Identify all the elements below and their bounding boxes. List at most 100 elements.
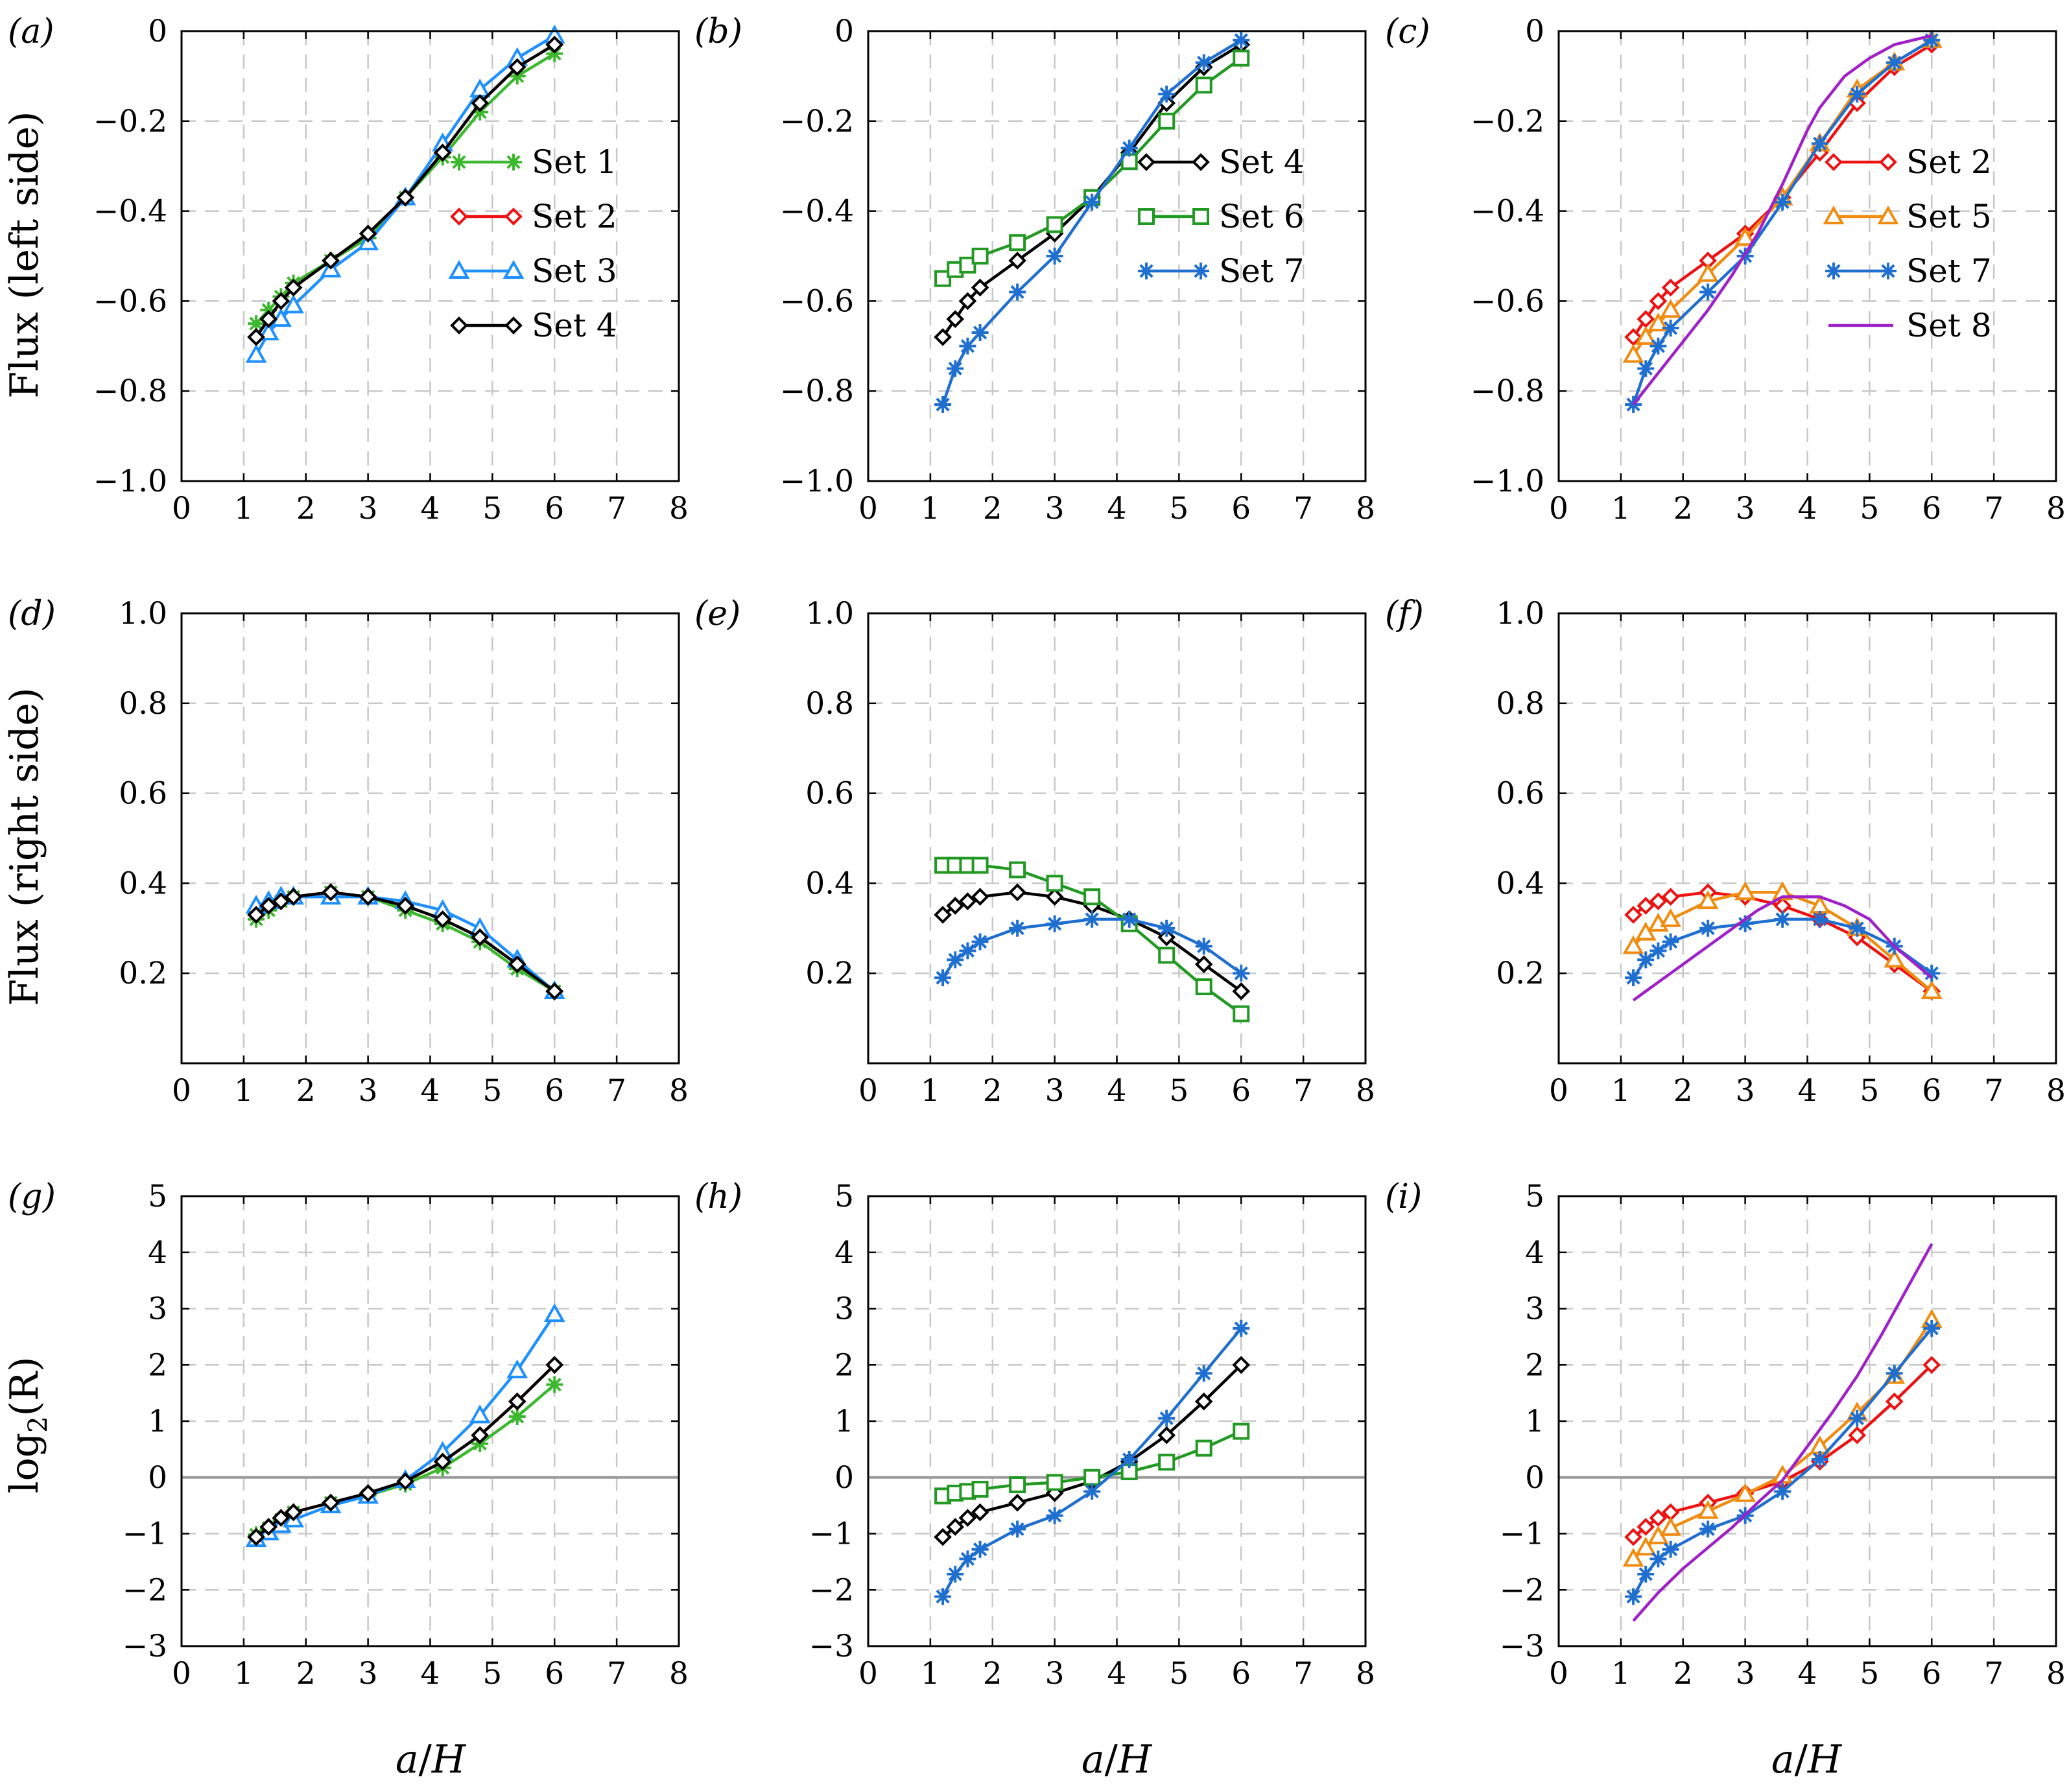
- panel-label-i: (i): [1385, 1177, 1422, 1216]
- tick-label-x-c: 3: [1736, 491, 1755, 526]
- data-point-set-4-d: [545, 982, 564, 1000]
- data-point-set-4-d: [508, 955, 526, 974]
- data-point-set-7-b: [971, 324, 989, 341]
- legend-label-set-8-c: Set 8: [1906, 307, 1992, 344]
- tick-label-y-d: 0.2: [119, 956, 167, 991]
- figure-annotations: Flux (left side) Flux (right side) log2(…: [2, 111, 1843, 1782]
- data-point-set-4-d: [359, 888, 377, 906]
- data-point-set-4-e: [1045, 888, 1064, 906]
- data-point-set-4-h: [1157, 1426, 1176, 1444]
- data-point-set-4-h: [946, 1518, 965, 1536]
- series-line-set-8-f: [1632, 895, 1933, 1002]
- tick-label-x-a: 3: [359, 491, 378, 526]
- data-point-set-4-g: [396, 1472, 414, 1491]
- legend-b: Set 4 Set 6 Set 7: [1137, 143, 1305, 290]
- data-point-set-6-b: [1158, 112, 1176, 130]
- ylabel-row3-base: 2: [23, 1416, 53, 1432]
- data-point-set-2-i: [1922, 1356, 1941, 1374]
- data-point-set-5-f: [1622, 935, 1644, 954]
- tick-label-x-c: 6: [1922, 491, 1941, 526]
- tick-label-x-c: 5: [1860, 491, 1879, 526]
- tick-label-y-h: −3: [809, 1629, 854, 1664]
- data-point-set-7-e: [947, 951, 964, 969]
- data-point-set-3-a: [270, 308, 292, 327]
- tick-label-y-a: −0.4: [93, 194, 167, 230]
- tick-label-y-b: −0.2: [780, 104, 854, 139]
- tick-label-y-d: 0.4: [119, 866, 167, 901]
- tick-label-y-a: −0.6: [93, 283, 167, 319]
- plot-frame-c: [1557, 30, 2057, 482]
- xlabel-col3-slash: /: [1795, 1737, 1808, 1782]
- tick-label-x-d: 1: [234, 1073, 254, 1109]
- plot-frame-f: [1557, 612, 2057, 1065]
- data-point-set-4-g: [545, 1356, 564, 1374]
- series-set-7-f: [1625, 910, 1941, 987]
- data-point-set-7-f: [1736, 915, 1754, 932]
- legend-label-set-1-a: Set 1: [532, 143, 617, 181]
- tick-label-x-d: 6: [545, 1073, 564, 1109]
- tick-label-y-g: 4: [148, 1235, 167, 1271]
- xlabel-col2-h: H: [1117, 1737, 1153, 1782]
- tick-label-y-g: 3: [148, 1291, 167, 1327]
- tick-label-y-g: −3: [123, 1629, 167, 1664]
- tick-label-x-b: 1: [921, 491, 940, 526]
- legend-marker-set-6-b: [1138, 208, 1155, 225]
- tick-label-y-b: −0.6: [780, 283, 854, 319]
- tick-label-y-g: −1: [123, 1516, 167, 1552]
- data-point-set-4-b: [971, 278, 989, 297]
- legend-label-set-6-b: Set 6: [1219, 198, 1305, 235]
- data-point-set-4-a: [272, 292, 290, 311]
- data-point-set-7-i: [1637, 1565, 1655, 1583]
- tick-label-x-e: 1: [921, 1073, 940, 1109]
- plot-frame-e: [867, 612, 1367, 1065]
- panel-g: 0 1 2 3 4 5 6 7 8 −3 −2 −1 0 1 2 3 4 5 (g): [8, 1177, 689, 1692]
- plot-frame-d: [180, 612, 680, 1065]
- data-point-set-7-f: [1625, 969, 1642, 987]
- data-point-set-1-a: [546, 45, 563, 62]
- tick-label-x-h: 3: [1045, 1656, 1065, 1692]
- series-set-7-e: [934, 910, 1250, 987]
- panel-c: 0 1 2 3 4 5 6 7 8−1.0−0.8−0.6−0.4−0.20(c)Set 2Se…: [1385, 12, 2066, 526]
- data-point-set-7-c: [1625, 396, 1642, 414]
- tick-label-x-c: 7: [1984, 491, 2004, 526]
- tick-label-x-e: 0: [858, 1073, 878, 1109]
- tick-label-y-a: −0.2: [93, 104, 167, 139]
- panel-label-b: (b): [694, 12, 742, 51]
- tick-label-y-i: 5: [1525, 1179, 1544, 1214]
- legend-marker-set-5-c: [1877, 205, 1899, 224]
- data-point-set-7-b: [947, 360, 964, 377]
- data-point-set-4-a: [471, 94, 490, 112]
- tick-label-y-i: 4: [1525, 1235, 1544, 1271]
- panel-e: 0 1 2 3 4 5 6 7 8 0.2 0.4 0.6 0.8 1.0 (e): [694, 595, 1375, 1109]
- tick-label-x-i: 3: [1736, 1656, 1755, 1692]
- data-point-set-5-c: [1697, 263, 1719, 282]
- tick-label-x-g: 0: [172, 1656, 191, 1692]
- data-point-set-3-g: [543, 1303, 565, 1323]
- data-point-set-5-f: [1921, 980, 1943, 999]
- tick-label-x-e: 3: [1045, 1073, 1065, 1109]
- data-point-set-6-b: [934, 270, 952, 287]
- data-point-set-1-g: [546, 1376, 563, 1393]
- legend-marker-set-1-a: [505, 154, 522, 171]
- tick-label-y-i: 3: [1525, 1291, 1544, 1327]
- data-point-set-7-e: [1233, 965, 1250, 982]
- tick-label-x-a: 2: [296, 491, 316, 526]
- plot-frame-h: [867, 1195, 1367, 1647]
- series-set-7-b: [934, 31, 1250, 414]
- tick-label-y-h: 1: [834, 1404, 854, 1439]
- series-set-4-d: [247, 883, 564, 1000]
- legend-label-set-2-a: Set 2: [532, 198, 617, 235]
- legend-a: Set 1 Set 2 Set 3 Set 4: [448, 143, 617, 344]
- data-point-set-5-i: [1635, 1537, 1657, 1556]
- legend-label-set-7-b: Set 7: [1219, 252, 1305, 290]
- tick-label-y-c: −0.4: [1471, 194, 1544, 230]
- ylabel-row2: Flux (right side): [2, 687, 47, 1006]
- data-point-set-7-i: [1649, 1550, 1667, 1568]
- plot-frame-a: [180, 30, 680, 482]
- tick-label-x-g: 1: [234, 1656, 254, 1692]
- plot-frame-g: [180, 1195, 680, 1647]
- data-point-set-7-b: [934, 396, 952, 414]
- data-point-set-6-e: [1233, 1005, 1250, 1022]
- data-point-set-4-a: [247, 328, 265, 346]
- tick-label-x-i: 7: [1984, 1656, 2004, 1692]
